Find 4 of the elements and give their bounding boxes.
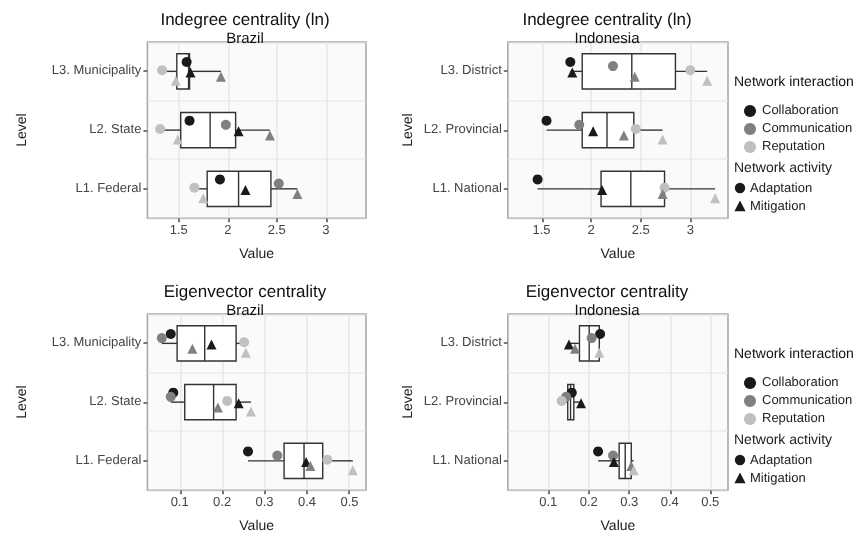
chart-title: Indegree centrality (ln): [160, 9, 330, 29]
chart-title: Eigenvector centrality: [525, 281, 690, 301]
chart-title: Eigenvector centrality: [163, 281, 328, 301]
chart-title: Indegree centrality (ln): [522, 9, 692, 29]
